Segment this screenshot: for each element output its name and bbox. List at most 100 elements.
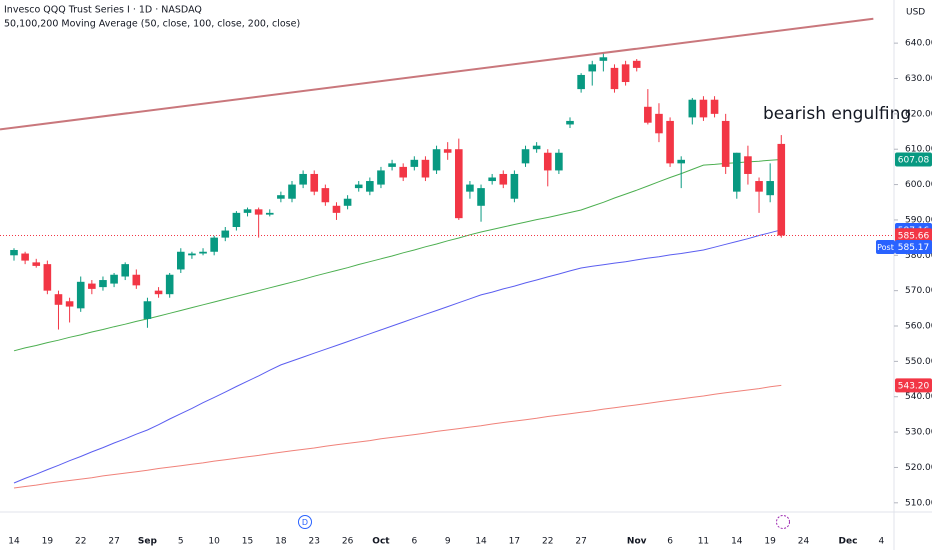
price-label: 607.08 <box>898 156 930 166</box>
candle-body <box>466 184 474 192</box>
candle-body <box>532 145 541 150</box>
x-tick-label: 14 <box>731 537 743 547</box>
candle-body <box>421 159 430 178</box>
candle-body <box>555 152 563 171</box>
y-tick-label: 610.00 <box>905 145 932 155</box>
x-tick-label: 6 <box>667 537 673 547</box>
candle-body <box>221 230 230 238</box>
post-price-box <box>895 240 932 255</box>
post-price: 585.17 <box>898 243 930 253</box>
candle-body <box>599 57 608 61</box>
candle-body <box>332 205 341 213</box>
candle-body <box>621 64 630 83</box>
price-label-box <box>895 378 932 393</box>
x-tick-label: Oct <box>372 537 390 547</box>
candle-body <box>721 120 730 167</box>
x-tick-label: 10 <box>208 537 220 547</box>
x-tick-label: 5 <box>178 537 184 547</box>
post-tag-box <box>876 240 895 255</box>
y-tick-label: 550.00 <box>905 357 932 367</box>
candle-body <box>521 149 530 164</box>
event-marker-label: D <box>302 518 308 527</box>
candle-body <box>310 173 319 192</box>
candle-body <box>143 301 152 319</box>
x-tick-label: 22 <box>542 537 553 547</box>
candle-body <box>65 301 74 307</box>
candle-body <box>766 181 774 196</box>
moving-average-line <box>13 159 782 352</box>
moving-average-line <box>13 229 782 484</box>
x-tick-label: Dec <box>839 537 858 547</box>
candle-body <box>432 149 441 171</box>
x-tick-label: 23 <box>309 537 320 547</box>
y-tick-label: 580.00 <box>905 251 932 261</box>
x-tick-label: 18 <box>275 537 287 547</box>
candle-body <box>577 74 585 90</box>
y-tick-label: 640.00 <box>905 39 932 49</box>
candle-body <box>644 106 652 123</box>
candle-body <box>755 181 763 192</box>
candle-body <box>366 181 374 192</box>
candle-body <box>232 212 241 228</box>
x-tick-label: 19 <box>42 537 54 547</box>
candle-body <box>744 156 752 174</box>
x-tick-label: 15 <box>242 537 253 547</box>
candle-body <box>588 64 597 72</box>
y-tick-label: 620.00 <box>905 109 932 119</box>
candle-body <box>299 173 307 185</box>
candle-body <box>132 274 141 286</box>
price-label: 585.66 <box>898 231 930 241</box>
candle-body <box>265 212 274 215</box>
y-tick-label: 630.00 <box>905 74 932 84</box>
candle-body <box>688 99 697 118</box>
candle-body <box>632 60 641 68</box>
x-tick-label: 26 <box>342 537 354 547</box>
x-tick-label: 17 <box>509 537 520 547</box>
x-tick-label: 14 <box>475 537 487 547</box>
price-label-box <box>895 228 932 243</box>
x-tick-label: 4 <box>878 537 884 547</box>
candle-body <box>288 184 296 199</box>
candle-body <box>54 294 63 305</box>
candle-body <box>243 209 252 213</box>
candle-body <box>121 264 129 277</box>
y-tick-label: 600.00 <box>905 180 932 190</box>
price-label: 543.20 <box>898 381 930 391</box>
event-marker[interactable] <box>298 515 312 529</box>
candle-body <box>343 198 352 206</box>
candle-body <box>388 163 396 167</box>
x-tick-label: 6 <box>411 537 417 547</box>
candle-body <box>777 143 786 236</box>
candle-body <box>154 290 163 295</box>
x-tick-label: 22 <box>75 537 86 547</box>
x-tick-label: 27 <box>108 537 119 547</box>
candle-body <box>43 264 52 291</box>
candle-body <box>99 280 107 288</box>
candle-body <box>710 99 719 114</box>
event-icon[interactable] <box>776 515 790 529</box>
candle-body <box>699 99 708 118</box>
currency: USD <box>906 8 925 18</box>
x-tick-label: Nov <box>627 537 647 547</box>
y-tick-label: 540.00 <box>905 392 932 402</box>
candle-body <box>510 173 519 199</box>
y-tick-label: 570.00 <box>905 286 932 296</box>
x-tick-label: 14 <box>8 537 20 547</box>
candle-body <box>321 188 330 203</box>
price-label-box <box>895 152 932 167</box>
candle-body <box>666 120 674 164</box>
y-tick-label: 560.00 <box>905 322 932 332</box>
y-tick-label: 530.00 <box>905 428 932 438</box>
candle-body <box>566 120 574 125</box>
candle-body <box>399 166 407 178</box>
candle-body <box>76 281 85 309</box>
candle-body <box>165 274 174 295</box>
candle-body <box>10 249 18 256</box>
candle-body <box>88 283 96 289</box>
post-tag: Post <box>877 243 894 252</box>
y-tick-label: 510.00 <box>905 498 932 508</box>
candle-body <box>410 159 419 167</box>
y-tick-label: 590.00 <box>905 215 932 225</box>
candle-body <box>499 173 508 185</box>
